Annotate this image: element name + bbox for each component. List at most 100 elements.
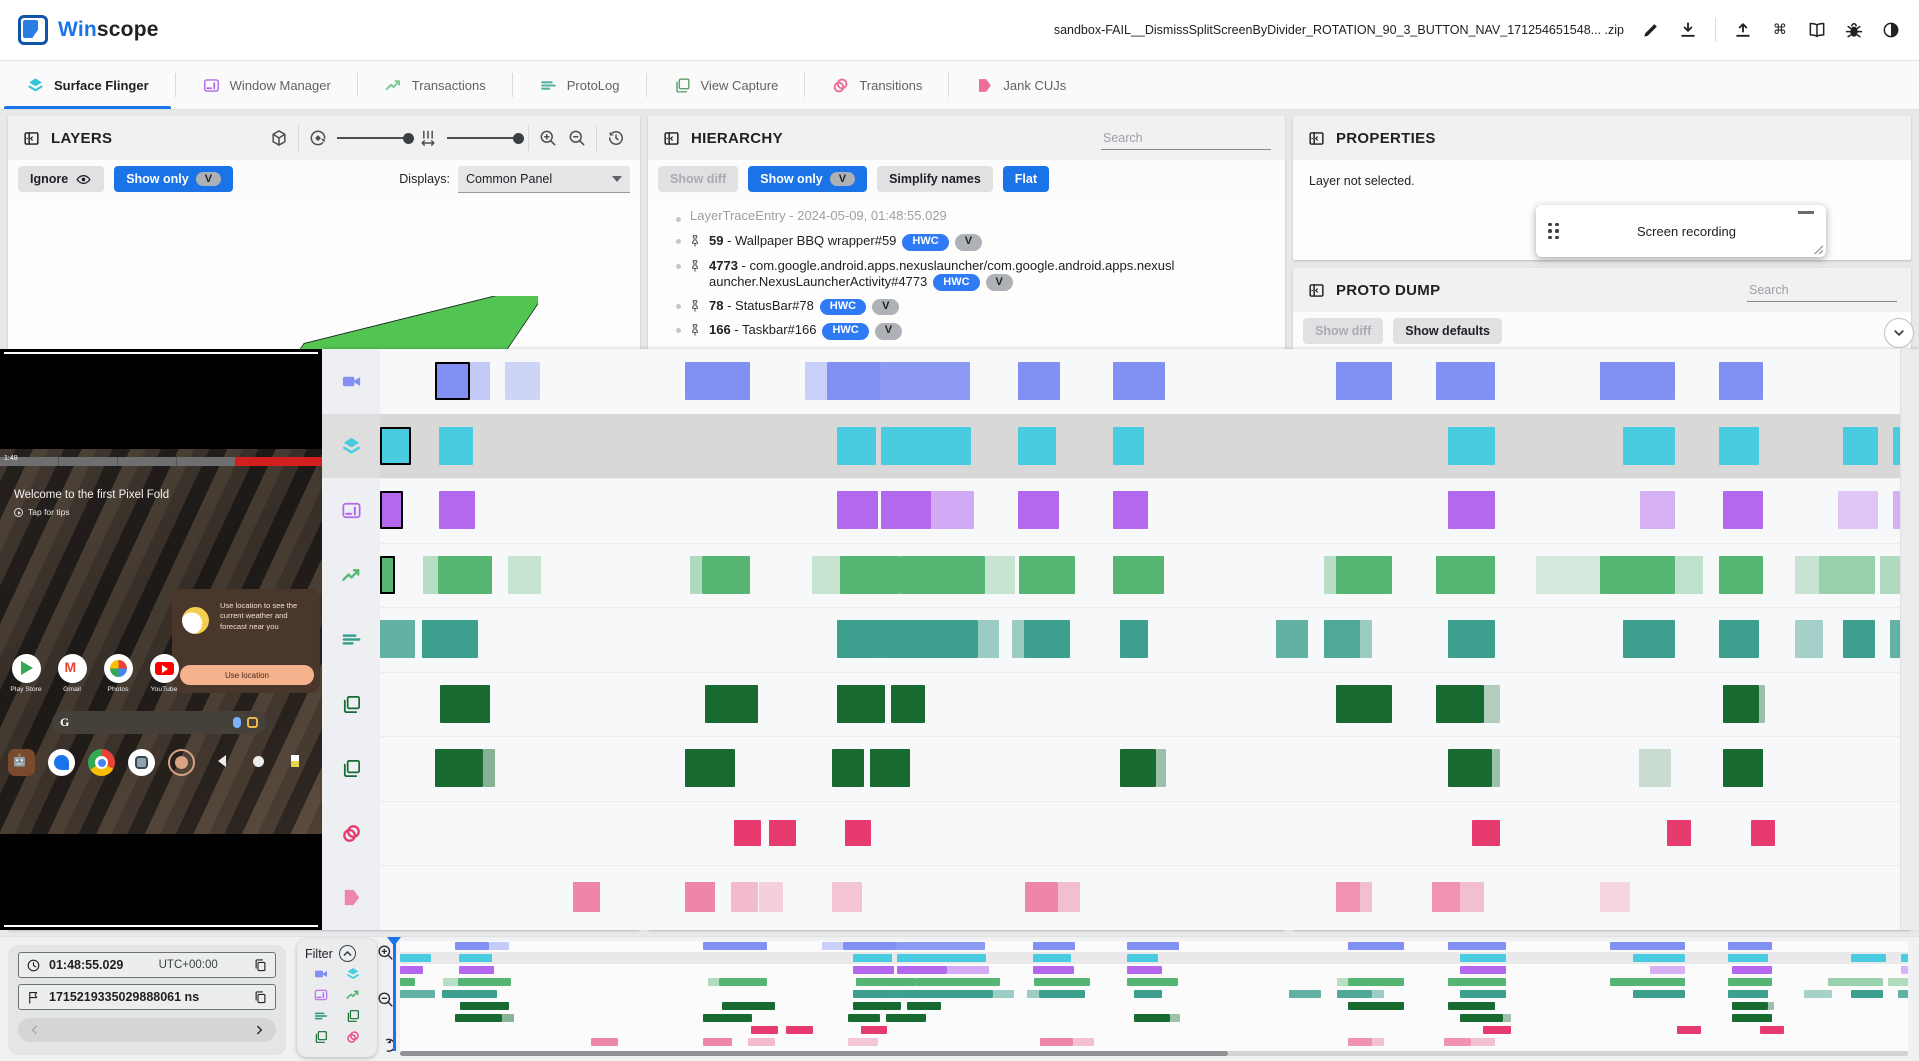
human-time-field[interactable]: 01:48:55.029 UTC+00:00 [18,952,276,978]
pin-icon[interactable] [688,299,702,313]
trace-entry-block[interactable] [1336,555,1392,594]
trace-entry-block[interactable] [731,882,758,913]
trace-entry-block[interactable] [1675,555,1703,594]
timeline-collapse-button[interactable] [1884,318,1914,348]
trace-entry-block[interactable] [1012,620,1024,659]
trace-entry-block[interactable] [1448,491,1495,530]
trace-entry-block[interactable] [978,620,999,659]
tree-item[interactable]: 78 - StatusBar#78 HWC V [676,298,1279,316]
trace-entry-block[interactable] [1436,684,1484,723]
trace-entry-block[interactable] [931,491,974,530]
trace-entry-block[interactable] [380,426,411,465]
trace-entry-block[interactable] [1890,620,1900,659]
tree-item[interactable]: 59 - Wallpaper BBQ wrapper#59 HWC V [676,233,1279,251]
trace-entry-block[interactable] [1723,749,1763,788]
trace-entry-block[interactable] [1759,684,1765,723]
trace-entry-block[interactable] [440,684,490,723]
trending-filter-icon[interactable] [345,987,361,1003]
simplify-names-button[interactable]: Simplify names [877,166,993,192]
trace-entry-block[interactable] [470,362,490,401]
trace-entry-block[interactable] [1719,555,1763,594]
screen-recording-trace-icon[interactable] [340,370,363,393]
trace-entry-block[interactable] [1436,555,1495,594]
prev-frame-icon[interactable] [28,1023,42,1037]
trace-entry-block[interactable] [1018,491,1059,530]
tab-transitions[interactable]: Transitions [805,61,948,109]
trace-entry-block[interactable] [845,819,871,846]
ignore-button[interactable]: Ignore [18,166,105,192]
trace-entry-block[interactable] [1484,684,1500,723]
resize-handle[interactable] [1814,245,1823,254]
tree-item[interactable]: 166 - Taskbar#166 HWC V [676,322,1279,340]
trace-entry-block[interactable] [690,555,702,594]
trace-entry-block[interactable] [837,491,878,530]
trace-entry-block[interactable] [985,555,1015,594]
download-icon[interactable] [1678,20,1698,40]
trace-entry-block[interactable] [1600,362,1675,401]
view-capture-2-trace-icon[interactable] [340,757,363,780]
trace-entry-block[interactable] [1472,819,1500,846]
docs-icon[interactable] [1807,20,1827,40]
edit-icon[interactable] [1641,20,1661,40]
upload-icon[interactable] [1733,20,1753,40]
trace-entry-block[interactable] [1324,555,1336,594]
pin-icon[interactable] [688,234,702,248]
displays-dropdown[interactable]: Common Panel [458,165,630,193]
trace-entry-block[interactable] [832,749,864,788]
trace-entry-block[interactable] [827,362,880,401]
trace-entry-block[interactable] [1276,620,1308,659]
show-defaults-button[interactable]: Show defaults [1393,318,1502,344]
timeline-cursor-line[interactable] [393,937,396,1051]
tab-jank-cujs[interactable]: Jank CUJs [949,61,1092,109]
surface-flinger-trace-icon[interactable] [340,435,363,458]
trace-entry-block[interactable] [812,555,840,594]
timeline-track[interactable] [380,349,1900,930]
trace-entry-block[interactable] [837,620,880,659]
trace-entry-block[interactable] [1448,620,1495,659]
window-filter-icon[interactable] [313,987,329,1003]
trace-entry-block[interactable] [870,749,910,788]
trace-entry-block[interactable] [1719,620,1759,659]
protolog-trace-icon[interactable] [340,628,363,651]
trace-entry-block[interactable] [439,491,475,530]
tree-root-entry[interactable]: LayerTraceEntry - 2024-05-09, 01:48:55.0… [676,208,1279,224]
trace-entry-block[interactable] [1723,684,1759,723]
trace-entry-block[interactable] [1324,620,1360,659]
trace-entry-block[interactable] [1113,362,1165,401]
copy-icon[interactable] [253,958,268,973]
tab-window-manager[interactable]: Window Manager [176,61,357,109]
show-only-button[interactable]: Show only V [114,166,234,192]
trace-entry-block[interactable] [1432,882,1460,913]
window-manager-trace-icon[interactable] [340,499,363,522]
show-only-button[interactable]: Show only V [748,166,868,192]
trace-entry-block[interactable] [702,555,750,594]
zoom-out-icon[interactable] [567,128,587,148]
trace-entry-block[interactable] [880,362,970,401]
trace-entry-block[interactable] [1536,555,1600,594]
tab-protolog[interactable]: ProtoLog [513,61,646,109]
pin-icon[interactable] [688,323,702,337]
flat-button[interactable]: Flat [1002,166,1050,192]
layers-filter-icon[interactable] [345,966,361,982]
trace-entry-block[interactable] [1336,882,1360,913]
trace-entry-block[interactable] [1024,620,1070,659]
shortcuts-icon[interactable]: ⌘ [1770,20,1790,40]
trace-entry-block[interactable] [1893,426,1900,465]
trace-entry-block[interactable] [1623,620,1675,659]
tab-view-capture[interactable]: View Capture [647,61,805,109]
trace-entry-block[interactable] [1113,491,1148,530]
trace-entry-block[interactable] [880,620,978,659]
trace-entry-block[interactable] [685,882,715,913]
theme-toggle-icon[interactable] [1881,20,1901,40]
trace-entry-block[interactable] [1360,882,1372,913]
trace-entry-block[interactable] [1448,426,1495,465]
trace-entry-block[interactable] [1113,555,1164,594]
trace-entry-block[interactable] [881,491,931,530]
timeline-scrollbar-thumb[interactable] [400,1051,1228,1056]
trace-entry-block[interactable] [685,362,750,401]
trace-entry-block[interactable] [439,426,473,465]
trace-entry-block[interactable] [1838,491,1878,530]
trace-entry-block[interactable] [1723,491,1763,530]
trace-entry-block[interactable] [1360,620,1372,659]
trace-entry-block[interactable] [1600,882,1630,913]
